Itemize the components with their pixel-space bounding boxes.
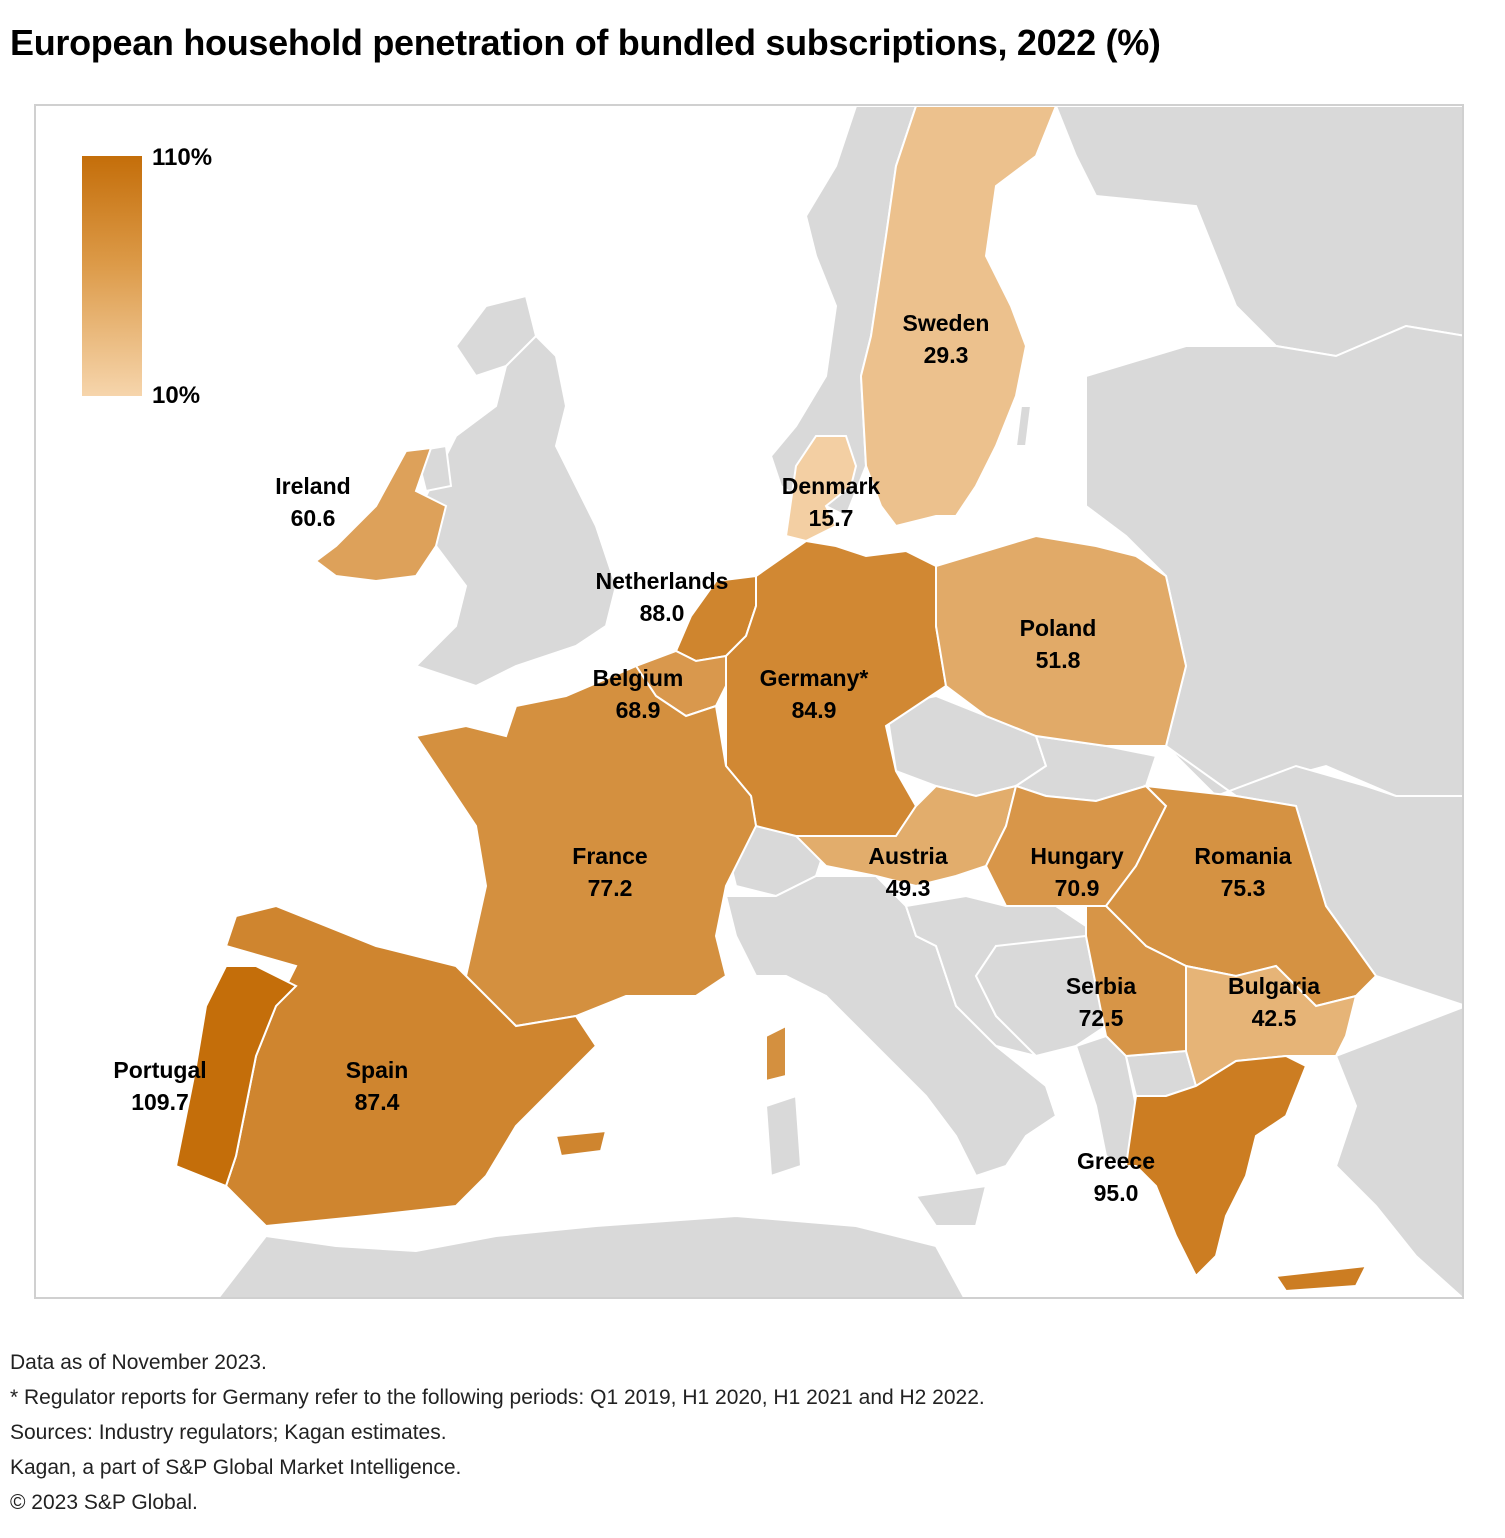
- country-value-romania: 75.3: [1221, 875, 1266, 901]
- legend-min-label: 10%: [152, 382, 201, 409]
- country-value-france: 77.2: [588, 875, 633, 901]
- north-africa-land: [217, 1214, 965, 1297]
- country-value-hungary: 70.9: [1055, 875, 1100, 901]
- country-name-germany: Germany*: [760, 665, 869, 691]
- country-name-denmark: Denmark: [782, 473, 881, 499]
- country-greece-crete: [1274, 1264, 1368, 1293]
- country-name-austria: Austria: [868, 843, 947, 869]
- country-value-greece: 95.0: [1094, 1180, 1139, 1206]
- country-value-belgium: 68.9: [616, 697, 661, 723]
- country-name-greece: Greece: [1077, 1148, 1155, 1174]
- turkey-land: [1334, 1006, 1462, 1297]
- italy-land: [724, 875, 1058, 1178]
- note-germany: * Regulator reports for Germany refer to…: [10, 1386, 985, 1409]
- note-data-date: Data as of November 2023.: [10, 1351, 267, 1374]
- note-sources: Sources: Industry regulators; Kagan esti…: [10, 1421, 447, 1444]
- chart-title: European household penetration of bundle…: [10, 22, 1161, 63]
- country-name-poland: Poland: [1020, 615, 1097, 641]
- map-frame: Sweden 29.3 Ireland 60.6 Denmark 15.7 Netherla…: [34, 104, 1464, 1299]
- country-name-belgium: Belgium: [593, 665, 684, 691]
- country-name-bulgaria: Bulgaria: [1228, 973, 1320, 999]
- sicily-land: [914, 1184, 988, 1227]
- country-value-germany: 84.9: [792, 697, 837, 723]
- country-greece: [1124, 1054, 1308, 1278]
- country-value-serbia: 72.5: [1079, 1005, 1124, 1031]
- country-name-portugal: Portugal: [113, 1057, 206, 1083]
- country-name-romania: Romania: [1194, 843, 1291, 869]
- country-value-denmark: 15.7: [809, 505, 854, 531]
- country-name-ireland: Ireland: [275, 473, 350, 499]
- country-name-hungary: Hungary: [1030, 843, 1124, 869]
- country-value-netherlands: 88.0: [640, 600, 685, 626]
- country-name-france: France: [572, 843, 647, 869]
- note-copyright: © 2023 S&P Global.: [10, 1491, 198, 1514]
- country-value-portugal: 109.7: [131, 1089, 189, 1115]
- country-name-spain: Spain: [346, 1057, 409, 1083]
- finland-land: [1054, 106, 1462, 358]
- legend-color-scale: [82, 156, 142, 396]
- country-france-corsica: [765, 1024, 787, 1083]
- country-value-bulgaria: 42.5: [1252, 1005, 1297, 1031]
- country-bulgaria: [1185, 964, 1358, 1088]
- background-land: [217, 106, 1462, 1297]
- country-value-austria: 49.3: [886, 875, 931, 901]
- country-value-spain: 87.4: [355, 1089, 400, 1115]
- country-labels: Sweden 29.3 Ireland 60.6 Denmark 15.7 Netherla…: [113, 310, 1320, 1206]
- country-value-ireland: 60.6: [291, 505, 336, 531]
- country-portugal: [174, 965, 298, 1188]
- country-name-serbia: Serbia: [1066, 973, 1137, 999]
- legend-max-label: 110%: [152, 144, 213, 171]
- country-value-poland: 51.8: [1036, 647, 1081, 673]
- country-value-sweden: 29.3: [924, 342, 969, 368]
- europe-map: Sweden 29.3 Ireland 60.6 Denmark 15.7 Netherla…: [113, 106, 1462, 1297]
- data-countries: [174, 106, 1378, 1293]
- baltic-east-land: [1085, 324, 1462, 798]
- great-britain-land: [414, 334, 618, 688]
- sardinia-land: [764, 1094, 803, 1178]
- footnotes: Data as of November 2023. * Regulator re…: [10, 1345, 985, 1520]
- country-spain-balearics: [554, 1129, 608, 1158]
- country-ireland: [314, 446, 448, 583]
- country-poland: [935, 534, 1188, 747]
- scotland-north-land: [454, 294, 538, 378]
- country-name-sweden: Sweden: [903, 310, 990, 336]
- country-name-netherlands: Netherlands: [596, 568, 729, 594]
- note-publisher: Kagan, a part of S&P Global Market Intel…: [10, 1456, 462, 1479]
- gotland-land: [1014, 405, 1033, 447]
- country-denmark: [784, 435, 858, 543]
- country-sweden: [859, 106, 1058, 528]
